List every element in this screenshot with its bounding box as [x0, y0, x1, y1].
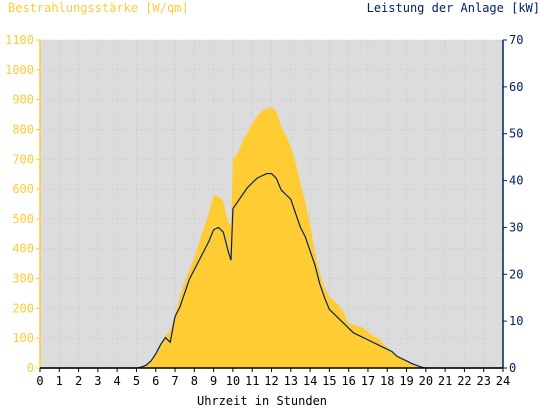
y-left-tick-label: 0	[27, 361, 34, 375]
x-tick-label: 6	[152, 374, 159, 388]
y-left-tick-label: 900	[12, 93, 34, 107]
x-tick-label: 15	[322, 374, 336, 388]
y-left-tick-label: 800	[12, 122, 34, 136]
x-tick-label: 16	[341, 374, 355, 388]
x-tick-label: 20	[419, 374, 433, 388]
y-right-tick-label: 70	[509, 33, 523, 47]
y-left-tick-label: 100	[12, 331, 34, 345]
x-tick-label: 11	[245, 374, 259, 388]
axes: 0100200300400500600700800900100011000102…	[5, 33, 523, 388]
y-right-tick-label: 60	[509, 80, 523, 94]
x-tick-label: 9	[210, 374, 217, 388]
x-tick-label: 4	[114, 374, 121, 388]
y-left-tick-label: 1000	[5, 63, 34, 77]
x-tick-label: 5	[133, 374, 140, 388]
y-left-tick-label: 500	[12, 212, 34, 226]
y-right-tick-label: 50	[509, 127, 523, 141]
y-right-tick-label: 30	[509, 220, 523, 234]
x-tick-label: 18	[380, 374, 394, 388]
irradiance-area	[40, 107, 503, 368]
x-tick-label: 17	[361, 374, 375, 388]
y-right-tick-label: 40	[509, 174, 523, 188]
x-tick-label: 23	[476, 374, 490, 388]
y-left-tick-label: 1100	[5, 33, 34, 47]
y-right-tick-label: 20	[509, 267, 523, 281]
x-tick-label: 21	[438, 374, 452, 388]
y-left-tick-label: 200	[12, 301, 34, 315]
x-tick-label: 24	[496, 374, 510, 388]
y-axis-right-label: Leistung der Anlage [kW]	[367, 1, 540, 15]
x-tick-label: 14	[303, 374, 317, 388]
y-right-tick-label: 0	[509, 361, 516, 375]
y-left-tick-label: 300	[12, 272, 34, 286]
x-tick-label: 13	[284, 374, 298, 388]
x-tick-label: 12	[264, 374, 278, 388]
x-tick-label: 3	[94, 374, 101, 388]
y-left-tick-label: 600	[12, 182, 34, 196]
x-tick-label: 10	[226, 374, 240, 388]
y-left-tick-label: 700	[12, 152, 34, 166]
power-line	[40, 172, 503, 369]
x-tick-label: 22	[457, 374, 471, 388]
x-tick-label: 0	[36, 374, 43, 388]
x-tick-label: 1	[56, 374, 63, 388]
y-axis-left-label: Bestrahlungsstärke [W/qm]	[8, 1, 189, 15]
y-left-tick-label: 400	[12, 242, 34, 256]
x-tick-label: 19	[399, 374, 413, 388]
x-tick-label: 2	[75, 374, 82, 388]
y-right-tick-label: 10	[509, 314, 523, 328]
series-layer	[40, 107, 503, 369]
x-tick-label: 7	[171, 374, 178, 388]
x-tick-label: 8	[191, 374, 198, 388]
x-axis-label: Uhrzeit in Stunden	[197, 394, 327, 408]
